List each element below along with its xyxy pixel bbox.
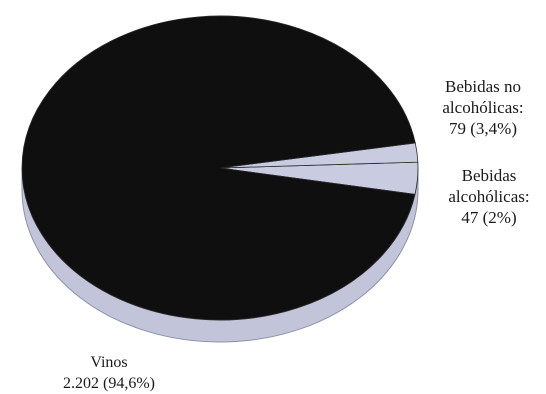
label-alcoholic-line2: alcohólicas:: [448, 187, 530, 206]
label-alcoholic-line1: Bebidas: [461, 166, 517, 185]
label-wines: Vinos 2.202 (94,6%): [44, 352, 174, 394]
label-alcoholic: Bebidas alcohólicas: 47 (2%): [432, 165, 546, 228]
label-non-alcoholic-line1: Bebidas no: [444, 77, 522, 96]
label-non-alcoholic-line2: alcohólicas:: [442, 98, 524, 117]
label-wines-line1: Vinos: [90, 354, 128, 371]
label-non-alcoholic: Bebidas no alcohólicas: 79 (3,4%): [424, 76, 542, 139]
label-wines-value: 2.202 (94,6%): [63, 375, 155, 392]
pie-slice-wines: [21, 15, 416, 321]
label-non-alcoholic-value: 79 (3,4%): [449, 119, 517, 138]
label-alcoholic-value: 47 (2%): [461, 208, 517, 227]
